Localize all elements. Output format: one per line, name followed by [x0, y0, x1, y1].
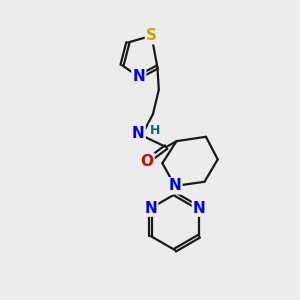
Text: S: S — [146, 28, 157, 43]
Text: N: N — [193, 201, 206, 216]
Text: O: O — [141, 154, 154, 169]
Text: N: N — [169, 178, 182, 194]
Text: N: N — [132, 70, 145, 85]
Text: N: N — [132, 126, 145, 141]
Text: N: N — [144, 201, 157, 216]
Text: H: H — [150, 124, 160, 137]
